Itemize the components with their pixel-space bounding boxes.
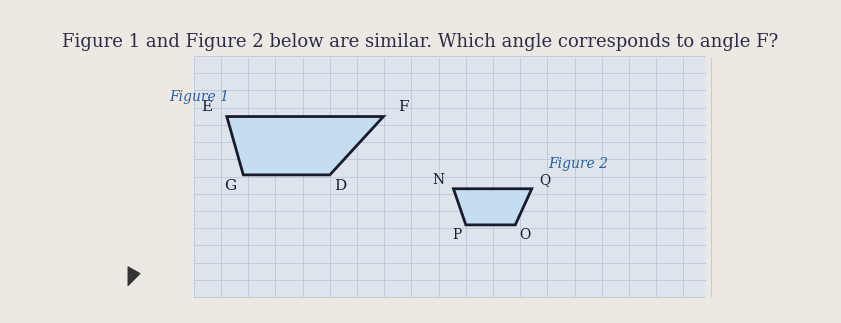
Text: G: G [224, 179, 235, 193]
Polygon shape [227, 117, 383, 175]
FancyBboxPatch shape [193, 58, 705, 297]
Polygon shape [453, 189, 532, 225]
Polygon shape [128, 266, 140, 286]
Text: Figure 2: Figure 2 [548, 157, 608, 171]
Text: O: O [520, 228, 531, 242]
Text: Q: Q [539, 173, 550, 187]
Text: F: F [399, 100, 409, 114]
Text: P: P [452, 228, 462, 242]
Text: D: D [334, 179, 346, 193]
Text: E: E [201, 100, 212, 114]
Text: Figure 1 and Figure 2 below are similar. Which angle corresponds to angle F?: Figure 1 and Figure 2 below are similar.… [62, 33, 779, 51]
Text: N: N [432, 173, 445, 187]
Text: Figure 1: Figure 1 [169, 90, 229, 104]
